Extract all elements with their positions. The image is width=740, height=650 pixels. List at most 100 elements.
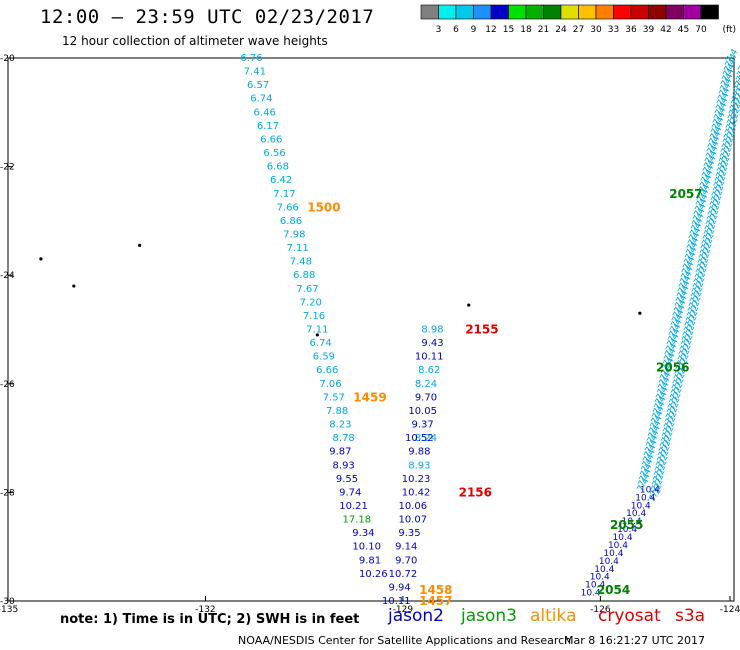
scale-swatch bbox=[543, 4, 562, 20]
track-value: 7.17 bbox=[273, 189, 295, 200]
legend-jason3: jason3 bbox=[461, 606, 517, 626]
footer-credit: NOAA/NESDIS Center for Satellite Applica… bbox=[238, 634, 572, 647]
track-value: 10.06 bbox=[398, 501, 427, 512]
y-tick-label: -20 bbox=[0, 54, 15, 64]
track-value: 8.93 bbox=[408, 460, 430, 471]
scale-swatch bbox=[560, 4, 579, 20]
swath-value: 7.2 bbox=[726, 111, 740, 128]
scale-swatch bbox=[595, 4, 614, 20]
scale-swatch bbox=[648, 4, 667, 20]
scale-swatch bbox=[700, 4, 719, 20]
x-tick-label: -124 bbox=[720, 605, 740, 615]
scale-label: 18 bbox=[520, 25, 532, 35]
track-value: 9.81 bbox=[359, 555, 381, 566]
track-value: 6.74 bbox=[310, 338, 332, 349]
y-tick-label: -24 bbox=[0, 271, 15, 281]
scale-label: 27 bbox=[573, 25, 584, 35]
swath-value: 10.4 bbox=[594, 565, 614, 575]
scale-label: 36 bbox=[625, 25, 637, 35]
scale-swatch bbox=[613, 4, 632, 20]
scale-label: 42 bbox=[660, 25, 671, 35]
track-value: 17.18 bbox=[343, 515, 372, 526]
y-tick-label: -28 bbox=[0, 488, 15, 498]
chart-subtitle: 12 hour collection of altimeter wave hei… bbox=[62, 34, 328, 48]
track-value: 10.26 bbox=[359, 569, 388, 580]
scale-label: 33 bbox=[608, 25, 619, 35]
track-value: 9.55 bbox=[336, 474, 358, 485]
x-tick-label: -126 bbox=[590, 605, 611, 615]
swath-value: 10.4 bbox=[599, 557, 619, 567]
scale-swatch bbox=[508, 4, 527, 20]
track-value: 6.59 bbox=[313, 352, 335, 363]
swath-value: 10.4 bbox=[581, 589, 601, 599]
swath-value: 10.4 bbox=[635, 493, 655, 503]
scale-label: 21 bbox=[538, 25, 549, 35]
swath-value: 10.4 bbox=[622, 517, 642, 527]
scale-label: 12 bbox=[485, 25, 496, 35]
track-value: 9.14 bbox=[395, 542, 417, 553]
swath-value: 10.4 bbox=[631, 501, 651, 511]
legend-s3a: s3a bbox=[675, 606, 706, 626]
scale-label: 24 bbox=[555, 25, 567, 35]
scale-label: 30 bbox=[590, 25, 602, 35]
pass-time-label: 1459 bbox=[353, 390, 386, 404]
legend-jason2: jason2 bbox=[388, 606, 444, 626]
track-value: 7.11 bbox=[306, 325, 328, 336]
swath-value: 7.2 bbox=[736, 62, 740, 79]
track-value: 10.07 bbox=[398, 515, 427, 526]
scale-swatch bbox=[473, 4, 492, 20]
track-value: 6.76 bbox=[240, 53, 262, 64]
pass-time-label: 2156 bbox=[459, 485, 492, 499]
track-value: 6.56 bbox=[263, 148, 285, 159]
track-value: 8.24 bbox=[415, 379, 437, 390]
track-value: 9.35 bbox=[398, 528, 420, 539]
track-value: 10.11 bbox=[415, 352, 444, 363]
track-value: 8.78 bbox=[333, 433, 355, 444]
track-value: 9.88 bbox=[408, 447, 430, 458]
swath-value: 10.4 bbox=[585, 581, 605, 591]
scale-label: 9 bbox=[471, 25, 477, 35]
track-value: 7.48 bbox=[290, 257, 312, 268]
track-value: 10.05 bbox=[408, 406, 437, 417]
swath-value: 7.2 bbox=[733, 77, 740, 94]
track-value: 7.20 bbox=[300, 297, 322, 308]
footer-note: note: 1) Time is in UTC; 2) SWH is in fe… bbox=[60, 612, 360, 627]
pass-time-label: 1457 bbox=[419, 594, 452, 608]
track-value: 7.67 bbox=[296, 284, 318, 295]
y-tick-label: -22 bbox=[0, 163, 15, 173]
swath-value: 10.4 bbox=[613, 533, 633, 543]
scale-swatch bbox=[420, 4, 439, 20]
swath-value: 10.4 bbox=[603, 549, 623, 559]
track-value: 7.41 bbox=[244, 67, 266, 78]
track-value: 9.70 bbox=[395, 555, 417, 566]
scale-label: 45 bbox=[678, 25, 689, 35]
island-marker bbox=[638, 311, 642, 315]
pass-time-label: 2055 bbox=[610, 518, 643, 532]
track-value: 6.74 bbox=[250, 94, 272, 105]
swath-value: 7.2 bbox=[732, 82, 740, 99]
track-value: 10.52 bbox=[405, 433, 434, 444]
track-value: 6.66 bbox=[316, 365, 338, 376]
scale-swatch bbox=[665, 4, 684, 20]
track-value: 8.23 bbox=[329, 420, 351, 431]
swath-value: 10.4 bbox=[608, 541, 628, 551]
track-value: 6.46 bbox=[254, 107, 276, 118]
track-value: 6.57 bbox=[247, 80, 269, 91]
scale-label: 15 bbox=[503, 25, 514, 35]
track-value: 6.88 bbox=[293, 270, 315, 281]
track-value: 9.34 bbox=[352, 528, 374, 539]
scale-label: 3 bbox=[436, 25, 442, 35]
track-value: 8.93 bbox=[333, 460, 355, 471]
track-value: 7.06 bbox=[319, 379, 341, 390]
swath-value: 7.2 bbox=[734, 72, 740, 89]
swath-value: 10.4 bbox=[617, 525, 637, 535]
legend-altika: altika bbox=[530, 606, 577, 626]
track-value: 7.66 bbox=[277, 202, 299, 213]
island-marker bbox=[467, 303, 471, 307]
track-value: 9.94 bbox=[388, 582, 410, 593]
footer-timestamp: Mar 8 16:21:27 UTC 2017 bbox=[564, 634, 705, 647]
swath-value: 7.2 bbox=[737, 58, 740, 75]
track-value: 9.74 bbox=[339, 487, 361, 498]
scale-swatch bbox=[683, 4, 702, 20]
track-value: 9.87 bbox=[329, 447, 351, 458]
